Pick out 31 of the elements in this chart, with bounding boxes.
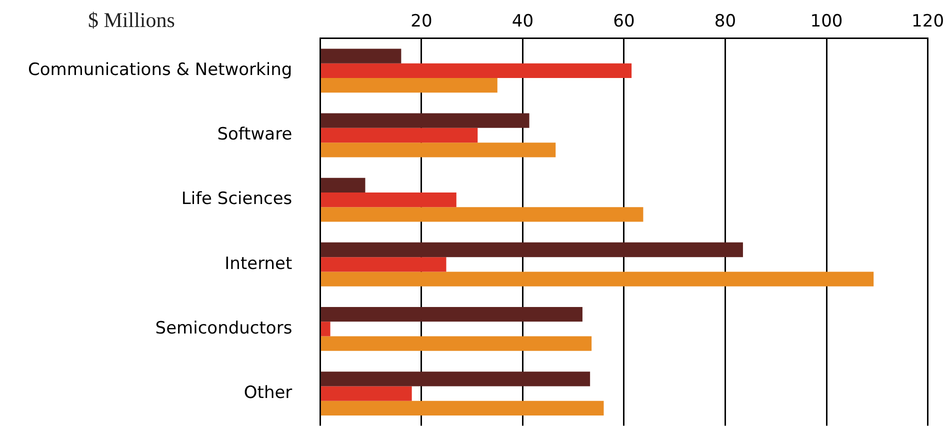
bar xyxy=(320,178,366,192)
x-tick-label: 80 xyxy=(714,12,736,32)
bar xyxy=(320,322,330,336)
y-tick-label: Software xyxy=(217,124,292,145)
y-tick-label: Life Sciences xyxy=(181,189,292,210)
x-tick-label: 40 xyxy=(512,12,534,32)
bar xyxy=(320,386,412,401)
bar xyxy=(320,48,402,64)
bar xyxy=(320,207,644,222)
y-tick-label: Other xyxy=(244,382,292,403)
bar xyxy=(320,307,582,322)
bar xyxy=(320,192,456,208)
bar xyxy=(320,372,590,386)
bar xyxy=(320,78,498,93)
bar xyxy=(320,272,874,286)
x-tick-label: 120 xyxy=(912,12,944,32)
x-tick-label: 100 xyxy=(810,12,843,32)
x-tick-label: 60 xyxy=(613,12,635,32)
x-tick-label: 20 xyxy=(410,12,432,32)
y-tick-label: Internet xyxy=(224,254,292,274)
bar xyxy=(320,400,604,416)
bar xyxy=(320,63,632,78)
bar xyxy=(320,242,743,258)
bar xyxy=(320,257,446,272)
y-tick-label: Semiconductors xyxy=(155,318,292,338)
bar xyxy=(320,142,556,158)
bar xyxy=(320,336,592,351)
y-tick-label: Communications & Networking xyxy=(28,60,292,80)
bar xyxy=(320,113,530,128)
text: $ Millions xyxy=(88,8,175,33)
bar xyxy=(320,128,478,143)
